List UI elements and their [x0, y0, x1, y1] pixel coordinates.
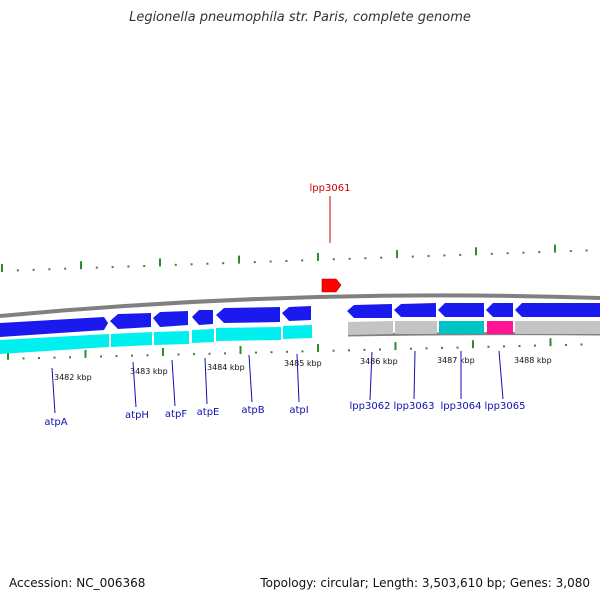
- kbp-label: 3483 kbp: [130, 367, 168, 376]
- cds-segment-atpF: [154, 331, 189, 345]
- gene-arrow-lpp3065[interactable]: [486, 303, 513, 317]
- kbp-label: 3486 kbp: [360, 357, 398, 366]
- cds-track-right: [348, 321, 600, 335]
- kbp-scale-labels: 3482 kbp 3483 kbp 3484 kbp 3485 kbp 3486…: [54, 356, 552, 382]
- gene-arrow-atpE[interactable]: [192, 310, 213, 325]
- leader-line-atpH: [132, 361, 137, 408]
- leader-line-lpp3063: [413, 350, 416, 400]
- gene-arrows-left[interactable]: [0, 306, 311, 337]
- gene-label-atpE[interactable]: atpE: [197, 407, 220, 418]
- gene-arrow-right-edge[interactable]: [515, 303, 600, 317]
- leader-line-atpA: [51, 367, 56, 414]
- kbp-label: 3484 kbp: [207, 363, 245, 372]
- gene-label-atpA[interactable]: atpA: [44, 417, 67, 428]
- kbp-label: 3487 kbp: [437, 356, 475, 365]
- highlight-gene-label[interactable]: lpp3061: [310, 183, 351, 194]
- leader-line-atpF: [171, 359, 176, 407]
- cds-segment-lpp3063: [395, 321, 437, 334]
- cds-segment-atpH: [111, 332, 152, 347]
- gene-arrows-right[interactable]: [347, 303, 600, 318]
- gene-arrow-lpp3063[interactable]: [394, 303, 436, 317]
- highlight-gene-callout[interactable]: lpp3061: [310, 183, 351, 293]
- cds-segment-right-edge: [515, 321, 600, 334]
- cds-segment-atpA: [0, 334, 109, 354]
- leader-line-lpp3062: [369, 351, 373, 401]
- gene-arrow-atpB[interactable]: [216, 307, 280, 323]
- gene-leader-lines: [51, 350, 504, 414]
- gene-label-lpp3063[interactable]: lpp3063: [394, 401, 435, 412]
- cds-segment-atpI: [283, 325, 312, 339]
- kbp-label: 3482 kbp: [54, 373, 92, 382]
- gene-label-atpH[interactable]: atpH: [125, 410, 149, 421]
- kbp-label: 3485 kbp: [284, 359, 322, 368]
- accession-text: Accession: NC_006368: [9, 576, 146, 590]
- gene-arrow-lpp3062[interactable]: [347, 304, 392, 318]
- gene-label-lpp3064[interactable]: lpp3064: [441, 401, 482, 412]
- highlight-gene-marker[interactable]: [321, 278, 342, 293]
- cds-segment-atpB: [216, 327, 281, 341]
- leader-line-atpI: [296, 353, 300, 403]
- genome-title: Legionella pneumophila str. Paris, compl…: [129, 10, 471, 25]
- gene-label-lpp3062[interactable]: lpp3062: [350, 401, 391, 412]
- genome-backbone-upper: [0, 293, 600, 318]
- cds-segment-lpp3065: [487, 321, 513, 334]
- leader-line-atpB: [248, 354, 253, 403]
- gene-label-lpp3065[interactable]: lpp3065: [485, 401, 526, 412]
- leader-line-atpE: [204, 357, 208, 405]
- gene-arrow-atpA[interactable]: [0, 317, 108, 337]
- gene-labels[interactable]: atpA atpH atpF atpE atpB atpI lpp3062 lp…: [44, 401, 525, 428]
- topology-text: Topology: circular; Length: 3,503,610 bp…: [260, 576, 590, 590]
- gene-label-atpB[interactable]: atpB: [241, 405, 264, 416]
- upper-tick-marks: [1, 244, 588, 272]
- gene-label-atpI[interactable]: atpI: [289, 405, 308, 416]
- kbp-label: 3488 kbp: [514, 356, 552, 365]
- cds-segment-lpp3064: [439, 321, 484, 334]
- gene-arrow-atpF[interactable]: [153, 311, 188, 327]
- gene-label-atpF[interactable]: atpF: [165, 409, 187, 420]
- lower-tick-marks: [7, 338, 583, 360]
- cds-segment-lpp3062: [348, 321, 393, 335]
- cds-track-left: [0, 325, 312, 354]
- cds-segment-atpE: [192, 329, 214, 343]
- gene-arrow-lpp3064[interactable]: [438, 303, 484, 317]
- gene-arrow-atpH[interactable]: [110, 313, 151, 329]
- gene-arrow-atpI[interactable]: [282, 306, 311, 321]
- leader-line-lpp3065: [498, 350, 504, 400]
